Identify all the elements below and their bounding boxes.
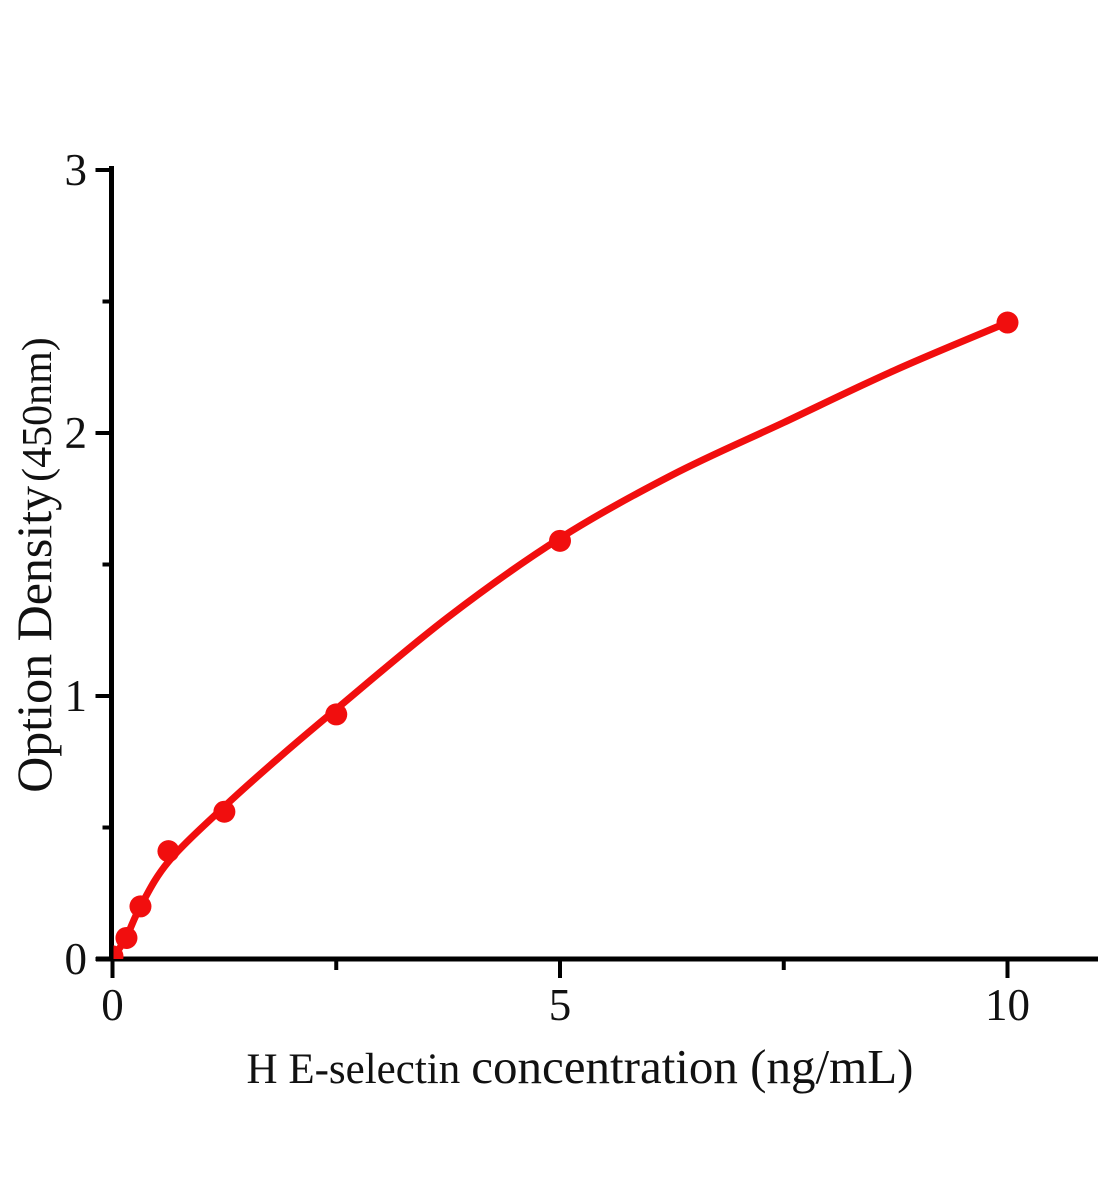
data-point [129, 895, 152, 918]
x-tick-label: 5 [549, 980, 572, 1030]
x-tick-label: 0 [101, 980, 124, 1030]
y-tick-label: 1 [65, 671, 88, 721]
data-point [325, 703, 348, 726]
data-point [213, 800, 236, 823]
y-tick-label: 0 [65, 934, 88, 984]
data-point [549, 529, 571, 552]
y-tick-label: 3 [65, 145, 88, 195]
x-axis-title-analyte: H E-selectin [246, 1046, 461, 1093]
data-point [113, 945, 124, 959]
y-axis-title-units: (450nm) [15, 337, 61, 482]
x-axis-title-units: concentration (ng/mL) [471, 1039, 914, 1094]
data-point [115, 926, 138, 949]
y-tick-label: 2 [65, 408, 88, 458]
fit-curve-line [113, 319, 1011, 959]
y-axis-title-measure: Option Density [6, 485, 62, 793]
data-point [157, 840, 180, 863]
y-axis-title: Option Density (450nm) [5, 337, 63, 793]
x-tick-label: 10 [985, 980, 1030, 1030]
data-point [996, 311, 1019, 334]
x-axis-title: H E-selectin concentration (ng/mL) [247, 1038, 914, 1095]
